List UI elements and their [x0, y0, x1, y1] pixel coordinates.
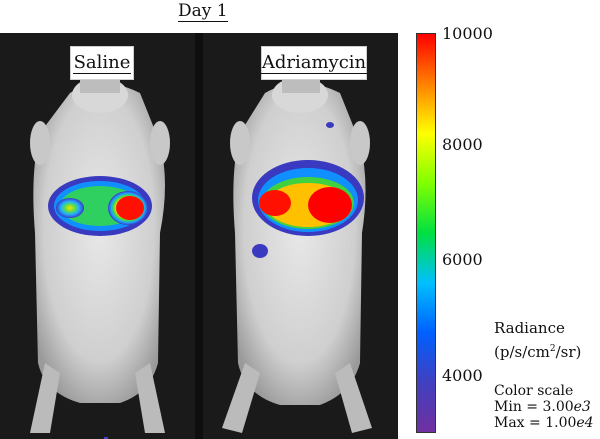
panel-label-saline-text: Saline	[72, 51, 132, 74]
radiance-units: (p/s/cm2/sr)	[494, 343, 582, 361]
radiance-label: Radiance	[494, 319, 565, 337]
color-scale-min: Min = 3.00e3	[494, 399, 591, 415]
mouse-saline	[30, 73, 170, 433]
color-scale-max: Max = 1.00e4	[494, 415, 594, 431]
color-scale-title: Color scale	[494, 383, 574, 399]
color-scale-bar	[416, 33, 436, 433]
colorbar-tick-6000: 6000	[442, 250, 483, 269]
bioluminescence-photo	[0, 33, 398, 439]
colorbar-tick-8000: 8000	[442, 135, 483, 154]
radiance-unit-label: Radiance (p/s/cm2/sr)	[494, 318, 581, 363]
colorbar-tick-10000: 10000	[442, 24, 493, 43]
color-scale-info: Color scale Min = 3.00e3 Max = 1.00e4	[494, 383, 594, 431]
panel-label-adriamycin-text: Adriamycin	[260, 51, 368, 74]
panel-label-adriamycin: Adriamycin	[260, 46, 368, 80]
figure-title: Day 1	[178, 1, 228, 22]
mouse-adriamycin	[222, 73, 372, 433]
colorbar-tick-4000: 4000	[442, 366, 483, 385]
panel-label-saline: Saline	[70, 46, 134, 80]
